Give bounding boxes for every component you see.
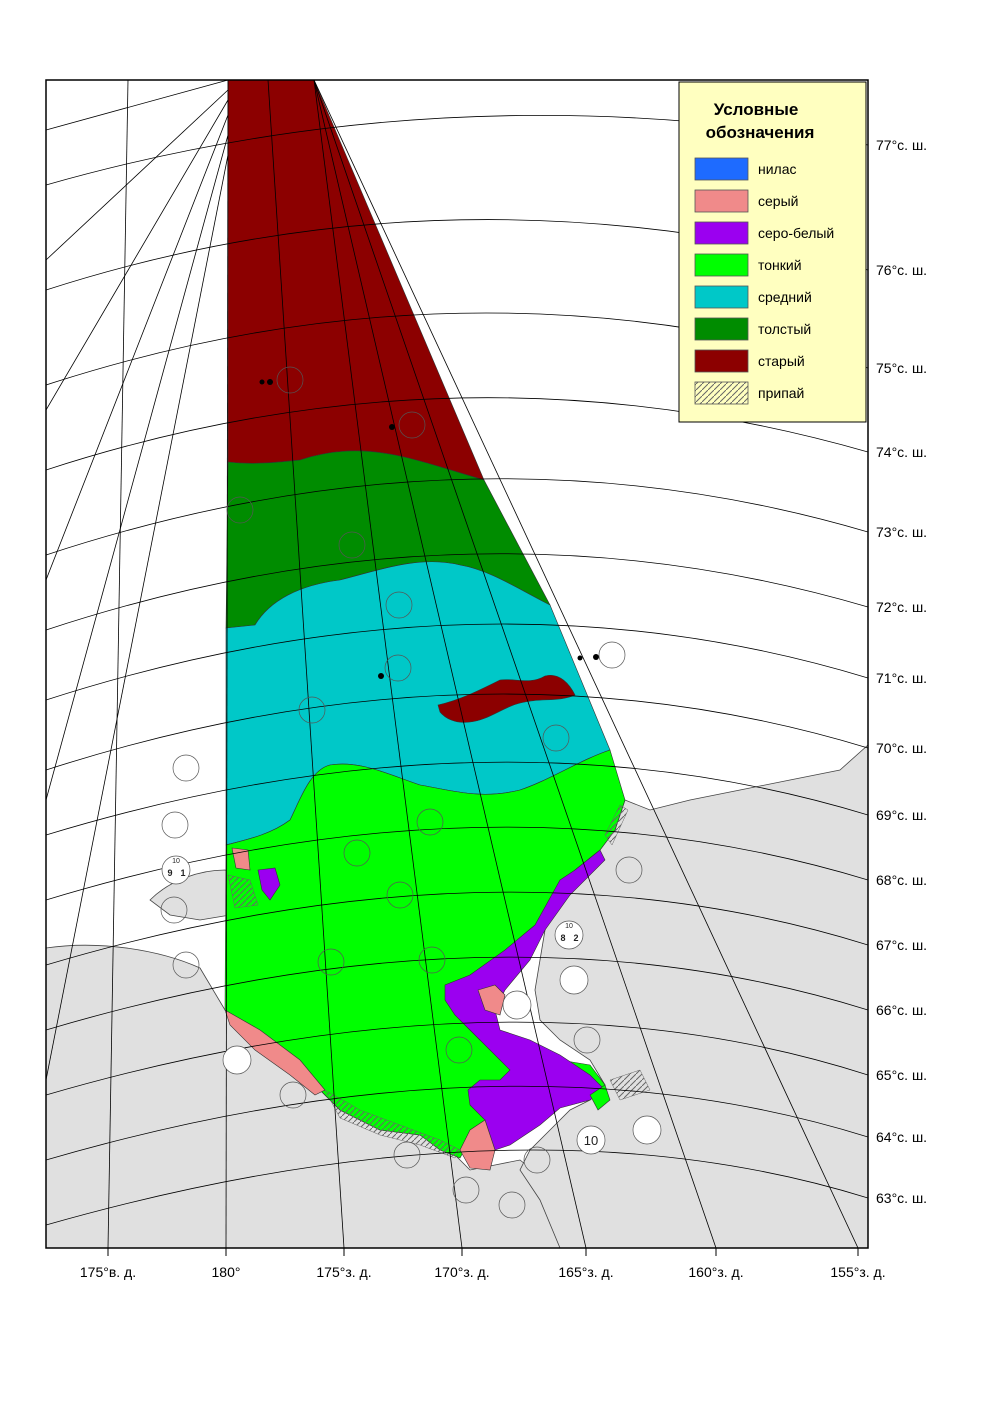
meridians [46,80,859,1248]
egg-code-label: 9 [167,868,172,878]
fast-ice-north [227,874,259,909]
zone-grey-ice-2 [459,1119,496,1171]
land-alaska [519,744,868,1248]
zone-old-ice [227,80,485,481]
lon-label: 180° [212,1264,241,1280]
legend-label: старый [758,353,805,369]
lon-label: 175°з. д. [316,1264,371,1280]
lat-label: 72°с. ш. [876,599,927,615]
legend-title: обозначения [706,123,815,142]
lon-label: 165°з. д. [558,1264,613,1280]
lon-label: 170°з. д. [434,1264,489,1280]
legend-swatch [694,317,749,341]
egg-code-group [160,366,643,1219]
legend-label: тонкий [758,257,802,273]
zone-grey-ice-3 [477,984,506,1016]
legend-swatch [694,349,749,373]
egg-code-label: 8 [560,933,565,943]
land-chukotka [46,944,561,1248]
lat-label: 70°с. ш. [876,740,927,756]
lat-label: 74°с. ш. [876,444,927,460]
lat-label: 69°с. ш. [876,807,927,823]
legend-items: нилас серый серо-белый тонкий средний толстый… [694,157,834,405]
lat-label: 63°с. ш. [876,1190,927,1206]
lat-label: 77°с. ш. [876,137,927,153]
lat-label: 67°с. ш. [876,937,927,953]
fast-ice-alaska [604,804,629,846]
lon-label: 160°з. д. [688,1264,743,1280]
zone-grey-ice [224,1009,326,1096]
fast-ice-chukotka [324,1089,461,1159]
lat-label: 66°с. ш. [876,1002,927,1018]
legend: Условные обозначения нилас серый серо-белы… [678,81,867,423]
egg-code-labeled: 10 9 1 10 8 2 10 [161,855,662,1155]
lat-label: 65°с. ш. [876,1067,927,1083]
zone-grey-white-ice [444,849,606,1151]
legend-swatch [694,157,749,181]
egg-code-label: 10 [172,858,180,865]
legend-label: средний [758,289,812,305]
zone-grey-ice-4 [231,847,251,871]
legend-swatch [694,189,749,213]
legend-swatch [694,381,749,405]
lat-label: 71°с. ш. [876,670,927,686]
ridge-symbols [259,379,599,679]
egg-code-label: 10 [584,1133,598,1148]
legend-label: серый [758,193,798,209]
lat-label: 73°с. ш. [876,524,927,540]
lat-label: 75°с. ш. [876,360,927,376]
legend-swatch [694,253,749,277]
egg-code-label: 10 [565,923,573,930]
legend-swatch [694,221,749,245]
zone-grey-white-small [257,867,281,901]
lat-label: 76°с. ш. [876,262,927,278]
legend-title: Условные [714,100,799,119]
legend-label: серо-белый [758,225,834,241]
latitude-labels: 77°с. ш. 76°с. ш. 75°с. ш. 74°с. ш. 73°с… [876,137,927,1206]
zone-old-ice-band [437,674,576,723]
fast-ice-alaska-2 [609,1069,651,1101]
legend-label: припай [758,385,804,401]
lon-label: 155°з. д. [830,1264,885,1280]
egg-code-label: 2 [573,933,578,943]
lat-label: 68°с. ш. [876,872,927,888]
longitude-labels: 175°в. д. 180° 175°з. д. 170°з. д. 165°з… [80,1264,886,1280]
legend-label: нилас [758,161,797,177]
legend-label: толстый [758,321,811,337]
map-frame [45,79,869,1249]
lon-label: 175°в. д. [80,1264,136,1280]
egg-code-label: 1 [180,868,185,878]
legend-swatch [694,285,749,309]
lat-label: 64°с. ш. [876,1129,927,1145]
frame-ticks [107,1248,859,1256]
